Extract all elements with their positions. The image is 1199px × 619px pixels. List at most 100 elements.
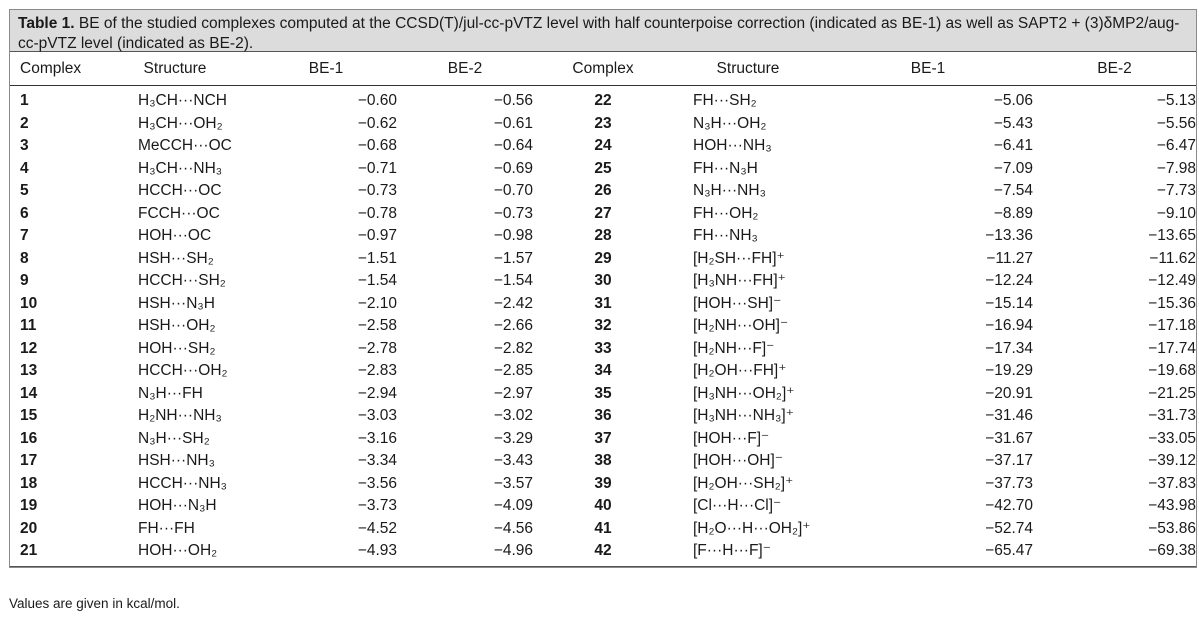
complex-id: 9 [20,272,29,290]
be2-value: −3.57 [493,474,533,492]
be1-value: −1.54 [357,272,397,290]
table-row: 20 FH···FH −4.52 −4.56 41 [H₂O···H···OH₂]⁺ −52… [10,518,1196,541]
structure: HOH···OH₂ [138,542,218,560]
be2-value: −4.56 [493,519,533,537]
structure: N₃H···FH [138,384,203,402]
header-row: Complex Structure BE-1 BE-2 Complex Stru… [10,52,1196,86]
table-row: 3 MeCCH···OC −0.68 −0.64 24 HOH···NH₃ −6.41 −6.… [10,135,1196,158]
be1-value: −6.41 [993,137,1033,155]
structure: FH···N₃H [693,159,758,177]
complex-id: 17 [20,452,38,470]
structure: H₂NH···NH₃ [138,407,222,425]
table-row: 14 N₃H···FH −2.94 −2.97 35 [H₃NH···OH₂]⁺ −20.9… [10,383,1196,406]
structure: H₃CH···NCH [138,92,227,110]
be1-value: −0.71 [357,159,397,177]
complex-id: 36 [594,407,612,425]
complex-id: 6 [20,204,29,222]
structure: N₃H···NH₃ [693,182,766,200]
structure: HCCH···OC [138,182,222,200]
complex-id: 13 [20,362,38,380]
be2-value: −31.73 [1148,407,1196,425]
structure: HSH···N₃H [138,294,215,312]
header-be1-left: BE-1 [255,52,397,86]
structure: [H₂O···H···OH₂]⁺ [693,519,811,537]
be2-value: −2.85 [493,362,533,380]
be1-value: −42.70 [985,497,1033,515]
be2-value: −2.42 [493,294,533,312]
be2-value: −33.05 [1148,429,1196,447]
complex-id: 16 [20,429,38,447]
be1-value: −0.97 [357,227,397,245]
complex-id: 21 [20,542,38,560]
be2-value: −4.96 [493,542,533,560]
table-row: 6 FCCH···OC −0.78 −0.73 27 FH···OH₂ −8.89 −9.10 [10,203,1196,226]
complex-id: 3 [20,137,29,155]
be1-value: −20.91 [985,384,1033,402]
structure: [H₂NH···OH]⁻ [693,317,789,335]
structure: [HOH···SH]⁻ [693,294,782,312]
be2-value: −11.62 [1149,249,1196,267]
be1-value: −17.34 [985,339,1033,357]
be2-value: −3.02 [493,407,533,425]
structure: HSH···SH₂ [138,249,214,267]
structure: [HOH···F]⁻ [693,429,770,447]
caption-label: Table 1. [18,15,75,32]
structure: [H₃NH···FH]⁺ [693,272,786,290]
be2-value: −37.83 [1148,474,1196,492]
be1-value: −8.89 [993,204,1033,222]
complex-id: 14 [20,384,38,402]
be1-value: −19.29 [985,362,1033,380]
complex-id: 11 [20,317,37,335]
table-row: 11 HSH···OH₂ −2.58 −2.66 32 [H₂NH···OH]⁻ −16.9… [10,315,1196,338]
structure: N₃H···OH₂ [693,114,767,132]
be1-value: −52.74 [985,519,1033,537]
be1-value: −11.27 [986,249,1033,267]
be2-value: −1.57 [493,249,533,267]
table-row: 18 HCCH···NH₃ −3.56 −3.57 39 [H₂OH···SH₂]⁺ −37… [10,473,1196,496]
be2-value: −0.64 [493,137,533,155]
be2-value: −17.18 [1148,317,1196,335]
structure: HOH···NH₃ [693,137,772,155]
data-table: Complex Structure BE-1 BE-2 Complex Stru… [10,52,1196,567]
be2-value: −17.74 [1148,339,1196,357]
header-structure-left: Structure [95,52,255,86]
be1-value: −7.54 [993,182,1033,200]
table-row: 2 H₃CH···OH₂ −0.62 −0.61 23 N₃H···OH₂ −5.43 −5.… [10,113,1196,136]
complex-id: 34 [594,362,612,380]
complex-id: 40 [594,497,612,515]
structure: [H₂OH···FH]⁺ [693,362,787,380]
be2-value: −69.38 [1148,542,1196,560]
structure: HSH···OH₂ [138,317,216,335]
complex-id: 2 [20,114,29,132]
structure: H₃CH···OH₂ [138,114,223,132]
structure: [H₃NH···NH₃]⁺ [693,407,794,425]
be1-value: −37.17 [985,452,1033,470]
be2-value: −53.86 [1148,519,1196,537]
complex-id: 29 [594,249,612,267]
be1-value: −3.16 [357,429,397,447]
be1-value: −2.83 [357,362,397,380]
be1-value: −2.94 [357,384,397,402]
be2-value: −12.49 [1148,272,1196,290]
be1-value: −12.24 [985,272,1033,290]
be1-value: −0.78 [357,204,397,222]
be2-value: −0.61 [493,114,533,132]
be1-value: −2.10 [357,294,397,312]
structure: [H₂NH···F]⁻ [693,339,775,357]
complex-id: 38 [594,452,612,470]
be1-value: −0.62 [357,114,397,132]
be2-value: −9.10 [1156,204,1196,222]
complex-id: 7 [20,227,29,245]
be1-value: −16.94 [985,317,1033,335]
complex-id: 26 [594,182,612,200]
table-row: 13 HCCH···OH₂ −2.83 −2.85 34 [H₂OH···FH]⁺ −19.… [10,360,1196,383]
complex-id: 37 [594,429,612,447]
structure: [HOH···OH]⁻ [693,452,783,470]
header-be2-left: BE-2 [397,52,533,86]
be2-value: −4.09 [493,497,533,515]
complex-id: 30 [594,272,612,290]
complex-id: 41 [594,519,612,537]
table-row: 21 HOH···OH₂ −4.93 −4.96 42 [F···H···F]⁻ −65.4… [10,540,1196,566]
be1-value: −13.36 [985,227,1033,245]
structure: HCCH···OH₂ [138,362,228,380]
